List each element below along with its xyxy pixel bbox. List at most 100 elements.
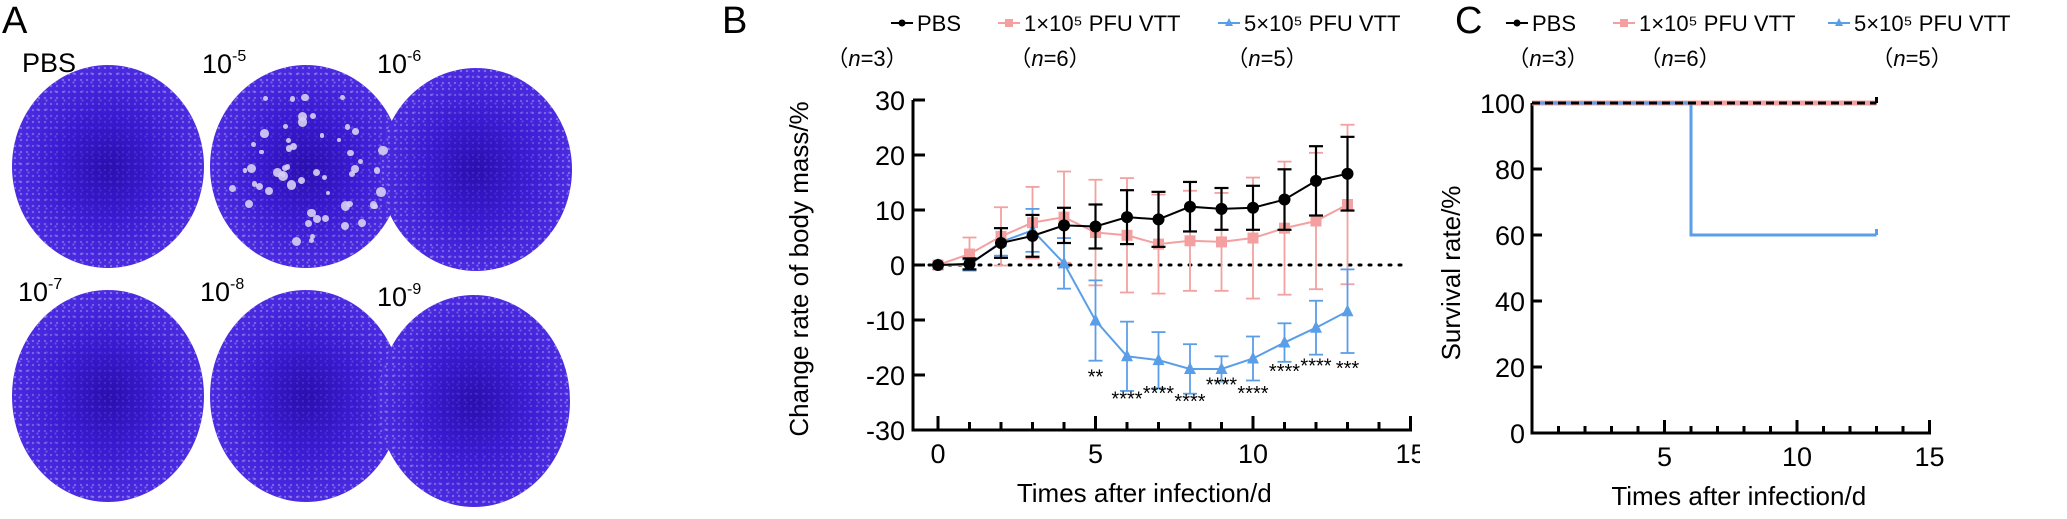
plate-label: 10-7 [18, 276, 62, 308]
significance-marker: **** [1269, 361, 1300, 383]
dilution-exponent: -6 [407, 48, 422, 65]
plaque [283, 123, 289, 129]
legend-label: PBS [917, 11, 961, 36]
legend-marker-circle [1513, 19, 1521, 27]
plaque [339, 94, 345, 100]
plaque [378, 145, 388, 155]
dilution-base: 10 [18, 277, 49, 307]
data-point [964, 248, 975, 260]
plaque [325, 190, 330, 195]
culture-plate [210, 290, 402, 502]
legend-n-label: （n=5） [1871, 46, 1952, 71]
significance-marker: **** [1143, 383, 1174, 405]
plaque [273, 168, 283, 177]
data-point [1310, 174, 1322, 187]
plaque [376, 187, 387, 198]
y-tick-label: -20 [866, 361, 905, 391]
plaque [357, 158, 363, 164]
data-point [1089, 220, 1102, 233]
data-point [1341, 167, 1354, 180]
y-tick-label: 0 [890, 251, 905, 281]
dilution-base: 10 [377, 282, 408, 312]
x-tick-label: 5 [1088, 439, 1103, 469]
plate-label: 10-8 [200, 276, 244, 308]
x-tick-label: 15 [1914, 442, 1944, 472]
data-point [1216, 236, 1227, 248]
plaque [358, 218, 367, 227]
plaque [348, 170, 355, 177]
legend-label: 1×10⁵ PFU VTT [1024, 11, 1180, 36]
legend-n-label: （n=5） [1226, 46, 1307, 71]
data-point [1121, 349, 1133, 362]
plaque [260, 129, 269, 138]
significance-marker: **** [1300, 355, 1331, 377]
plaque [286, 180, 297, 190]
data-point [1247, 201, 1259, 214]
data-point [1215, 202, 1228, 215]
legend-n-label: （n=3） [1507, 46, 1588, 71]
legend-label: 5×10⁵ PFU VTT [1244, 11, 1400, 36]
legend-n-label: （n=6） [1009, 46, 1090, 71]
plaque [309, 112, 316, 119]
dilution-exponent: -9 [407, 281, 422, 298]
data-point [932, 259, 944, 271]
x-axis-title: Times after infection/d [1611, 481, 1866, 511]
dilution-exponent: -5 [232, 48, 247, 65]
plaque [255, 182, 264, 190]
panel-a-letter: A [2, 0, 28, 42]
data-point [995, 237, 1007, 249]
plaque [242, 168, 248, 173]
plaque [340, 201, 351, 211]
x-tick-label: 10 [1782, 442, 1812, 472]
culture-plate [210, 65, 402, 268]
plaque [290, 143, 298, 151]
plate-label: 10-5 [202, 48, 246, 80]
y-tick-label: -30 [866, 416, 905, 446]
data-point [1058, 256, 1070, 269]
significance-marker: **** [1237, 383, 1268, 405]
significance-marker: **** [1174, 391, 1205, 413]
plate-label: 10-6 [377, 48, 421, 80]
plaque [247, 163, 257, 173]
data-point [1247, 351, 1259, 364]
survival-chart: PBS 1×10⁵ PFU VTT 5×10⁵ PFU VTT （n=3） （n=6） （… [1436, 11, 2010, 511]
dilution-exponent: -7 [48, 276, 63, 293]
legend-label: PBS [1532, 11, 1576, 36]
plaque [373, 167, 381, 174]
plaque [264, 186, 274, 196]
plaque [278, 170, 289, 181]
data-point [1058, 219, 1070, 232]
body-mass-chart: PBS 1×10⁵ PFU VTT 5×10⁵ PFU VTT （n=3） （n=6） （… [784, 11, 1420, 508]
y-tick-label: 30 [875, 86, 905, 116]
x-tick-label: 0 [930, 439, 945, 469]
plaque [320, 133, 325, 138]
significance-marker: **** [1111, 388, 1142, 410]
plaque [301, 93, 309, 102]
y-tick-label: 10 [875, 196, 905, 226]
data-point [1310, 320, 1322, 333]
panel-b-letter: B [722, 0, 748, 42]
legend-marker-square [1005, 19, 1013, 27]
y-tick-label: 40 [1495, 287, 1525, 317]
x-tick-label: 10 [1238, 439, 1268, 469]
plaque [340, 222, 349, 231]
culture-plate [378, 295, 570, 507]
significance-marker: **** [1206, 375, 1237, 397]
plaque [307, 208, 316, 218]
significance-marker: *** [1336, 358, 1360, 380]
plaque [322, 214, 330, 222]
plaque [346, 201, 353, 208]
data-point [1026, 229, 1039, 242]
significance-marker: ** [1088, 366, 1104, 388]
plaque [372, 203, 378, 210]
data-point [1341, 304, 1354, 317]
plaque [337, 137, 342, 142]
data-point [1089, 313, 1102, 326]
x-axis-title: Times after infection/d [1017, 478, 1272, 508]
plaque [289, 96, 296, 102]
plaque [251, 181, 258, 187]
data-point [1278, 193, 1291, 206]
plate-label: 10-9 [377, 281, 421, 313]
plaque [345, 124, 351, 130]
legend-marker-square [1620, 19, 1628, 27]
